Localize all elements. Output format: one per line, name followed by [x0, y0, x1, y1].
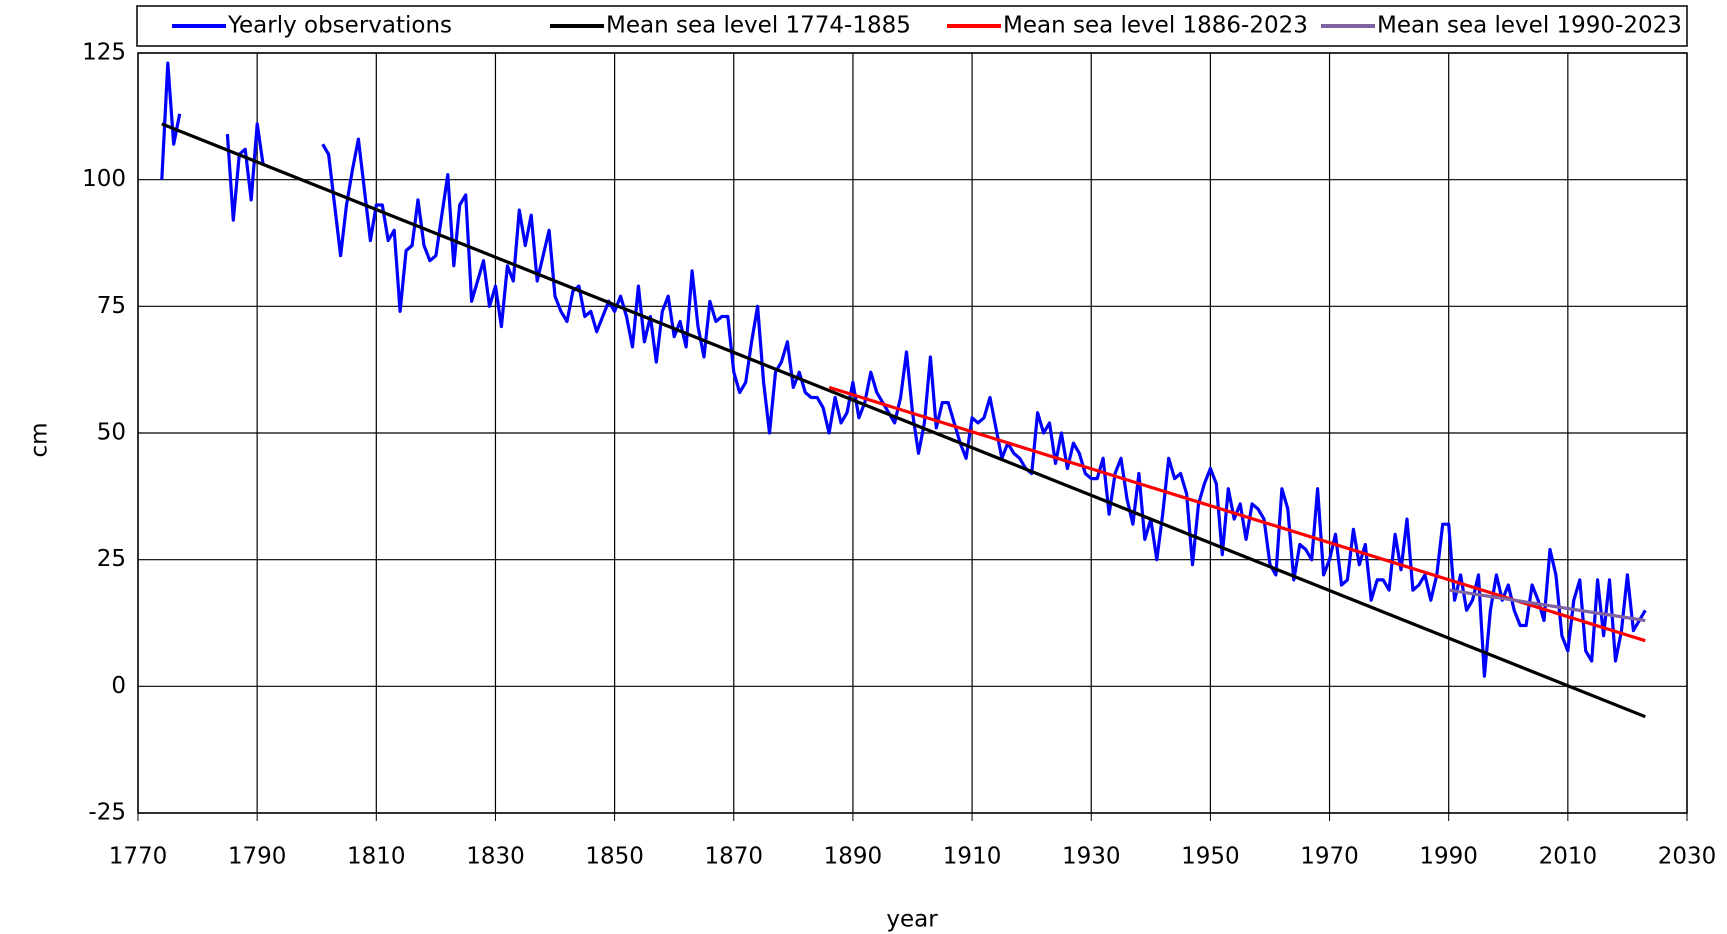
x-tick-label: 1890 [824, 844, 883, 870]
y-tick-label: 50 [97, 420, 126, 446]
x-tick-label: 1770 [109, 844, 168, 870]
x-tick-label: 2030 [1658, 844, 1717, 870]
legend-box [136, 5, 1688, 47]
x-tick-label: 1810 [347, 844, 406, 870]
x-tick-label: 1830 [466, 844, 525, 870]
x-tick-label: 1870 [704, 844, 763, 870]
legend-label: Mean sea level 1886-2023 [1003, 13, 1308, 39]
plot-frame [137, 52, 1688, 814]
y-tick-label: 0 [111, 673, 126, 699]
x-tick-label: 1990 [1419, 844, 1478, 870]
x-tick-label: 2010 [1539, 844, 1598, 870]
series-line [160, 61, 1647, 678]
legend-label: Yearly observations [227, 13, 452, 39]
x-tick-label: 1950 [1181, 844, 1240, 870]
y-tick-label: 125 [82, 40, 126, 66]
legend-label: Mean sea level 1774-1885 [606, 13, 911, 39]
y-tick-label: -25 [88, 800, 126, 826]
y-tick-label: 100 [82, 166, 126, 192]
x-axis-label: year [886, 907, 938, 933]
x-tick-label: 1930 [1062, 844, 1121, 870]
x-tick-label: 1910 [943, 844, 1002, 870]
x-tick-label: 1850 [585, 844, 644, 870]
legend-label: Mean sea level 1990-2023 [1377, 13, 1682, 39]
series-line [161, 122, 1646, 719]
y-tick-label: 75 [97, 293, 126, 319]
x-tick-label: 1790 [228, 844, 287, 870]
y-axis-label: cm [27, 422, 53, 457]
y-tick-label: 25 [97, 546, 126, 572]
series-line [1448, 588, 1646, 623]
x-tick-label: 1970 [1300, 844, 1359, 870]
